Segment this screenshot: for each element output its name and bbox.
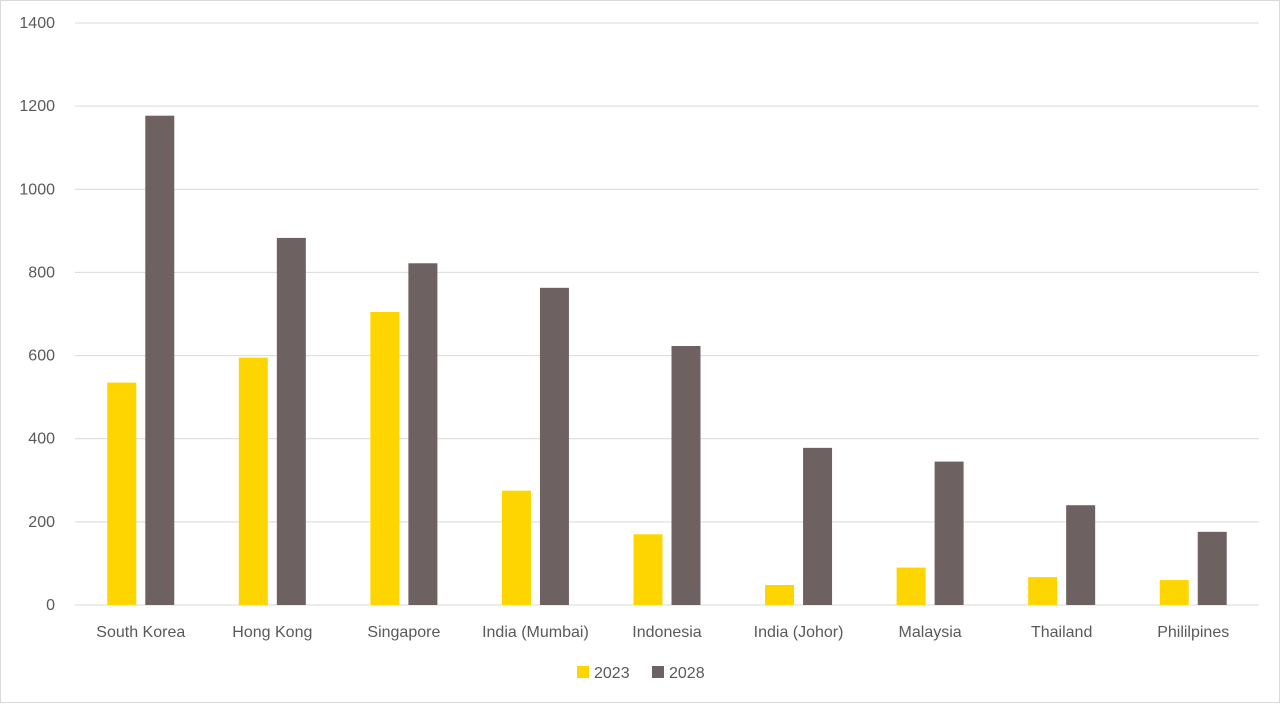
bar-2028-hong-kong: [276, 237, 306, 605]
bar-2023-hong-kong: [238, 357, 268, 605]
bar-2023-malaysia: [896, 567, 926, 605]
bar-2028-malaysia: [934, 461, 964, 605]
x-axis-labels: South Korea Hong Kong Singapore India (Mumb…: [96, 624, 1229, 641]
bar-2028-india-mumbai: [539, 287, 569, 605]
y-tick-label: 1000: [19, 181, 55, 198]
y-tick-label: 200: [28, 514, 55, 531]
x-category-label: Hong Kong: [232, 624, 312, 641]
legend-swatch-2028: [652, 666, 664, 678]
bar-2023-india-mumbai: [501, 490, 531, 605]
x-category-label: India (Mumbai): [482, 624, 589, 641]
x-category-label: Phililpines: [1157, 624, 1229, 641]
x-category-label: Thailand: [1031, 624, 1092, 641]
bar-2023-indonesia: [633, 534, 663, 605]
bar-2028-thailand: [1066, 505, 1096, 605]
bar-2028-phililpines: [1197, 531, 1227, 605]
bar-2028-south-korea: [145, 115, 175, 605]
y-tick-label: 1400: [19, 15, 55, 32]
bars: [107, 115, 1227, 605]
bar-2028-india-johor: [803, 447, 833, 605]
legend-label-2028: 2028: [669, 665, 705, 682]
bar-2023-singapore: [370, 311, 400, 605]
gridlines: [75, 22, 1259, 606]
bar-2023-phililpines: [1159, 580, 1189, 605]
y-tick-label: 1200: [19, 98, 55, 115]
y-tick-label: 0: [46, 597, 55, 614]
legend-swatch-2023: [577, 666, 589, 678]
y-tick-label: 600: [28, 348, 55, 365]
x-category-label: Malaysia: [899, 624, 962, 641]
bar-2028-singapore: [408, 263, 438, 605]
y-axis-ticks: 0 200 400 600 800 1000 1200 1400: [19, 15, 55, 614]
legend-label-2023: 2023: [594, 665, 630, 682]
y-tick-label: 400: [28, 431, 55, 448]
x-category-label: India (Johor): [754, 624, 844, 641]
x-category-label: Singapore: [367, 624, 440, 641]
bar-2028-indonesia: [671, 346, 701, 605]
bar-2023-thailand: [1028, 577, 1058, 605]
bar-2023-india-johor: [765, 585, 795, 605]
x-category-label: South Korea: [96, 624, 185, 641]
legend: 2023 2028: [577, 665, 705, 682]
bar-2023-south-korea: [107, 382, 137, 605]
y-tick-label: 800: [28, 264, 55, 281]
x-category-label: Indonesia: [632, 624, 701, 641]
